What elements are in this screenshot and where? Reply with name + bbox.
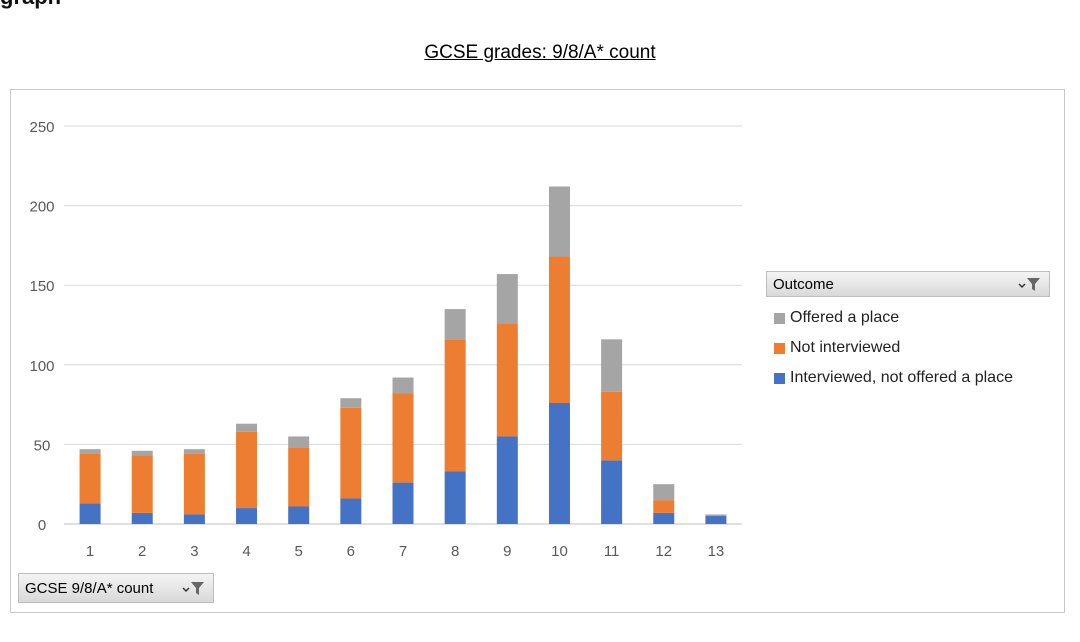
bar-segment (79, 503, 101, 524)
y-tick-label: 0 (38, 517, 46, 534)
bar-segment (236, 423, 258, 432)
bar-segment (392, 482, 414, 524)
bar-segment (601, 339, 623, 392)
x-tick-label: 1 (86, 543, 94, 560)
bar-segment (705, 516, 727, 524)
bar-segment (236, 508, 258, 524)
bar-segment (548, 186, 570, 257)
bar-segment (131, 450, 153, 456)
bar-segment (183, 453, 205, 515)
y-tick-label: 200 (29, 199, 54, 216)
bar-segment (288, 506, 310, 524)
bar-segment (705, 514, 727, 517)
bar-segment (131, 455, 153, 513)
x-tick-label: 9 (503, 543, 511, 560)
bar-segment (653, 500, 675, 513)
x-tick-label: 2 (138, 543, 146, 560)
bar-segment (131, 512, 153, 524)
bar-segment (444, 339, 466, 472)
bar-segment (340, 398, 362, 408)
bar-segment (653, 512, 675, 524)
legend-item-offered: Offered a place (766, 309, 1050, 327)
y-axis-ticks: 0 50 100 150 200 250 (29, 119, 54, 534)
bar-segment (653, 484, 675, 501)
bar-segment (548, 403, 570, 524)
bar-segment (183, 514, 205, 524)
chart-area (10, 89, 1065, 613)
x-axis-ticks: 1 2 3 4 5 6 7 8 9 10 11 12 13 (86, 543, 724, 560)
axis-field-button[interactable]: GCSE 9/8/A* count (18, 573, 214, 603)
bar-segment (601, 460, 623, 524)
filter-button[interactable] (1015, 275, 1041, 293)
x-tick-label: 6 (347, 543, 355, 560)
y-tick-label: 50 (34, 437, 51, 454)
legend-swatch (774, 342, 785, 354)
x-tick-label: 8 (451, 543, 459, 560)
x-tick-label: 3 (190, 543, 198, 560)
bar-segment (340, 498, 362, 524)
bar-segment (548, 256, 570, 404)
bar-segment (444, 471, 466, 524)
bar-segment (392, 393, 414, 483)
bar-segment (79, 453, 101, 504)
bar-segment (496, 436, 518, 524)
bar-segment (601, 391, 623, 461)
filter-icon (182, 582, 204, 595)
legend-header-label: Outcome (773, 275, 834, 293)
bar-segment (236, 431, 258, 509)
bar-segment (444, 309, 466, 340)
x-tick-label: 12 (655, 543, 672, 560)
legend-label: Interviewed, not offered a place (790, 369, 1013, 386)
chart-title: GCSE grades: 9/8/A* count (424, 42, 656, 63)
gridlines (64, 125, 742, 525)
x-tick-label: 11 (604, 543, 620, 560)
bar-segment (496, 274, 518, 324)
page-heading-fragment: graph (0, 0, 61, 10)
legend-label: Offered a place (790, 309, 900, 326)
bar-segment (288, 436, 310, 448)
legend: Outcome Offered a place Not interviewed … (766, 271, 1050, 387)
y-tick-label: 150 (29, 278, 54, 295)
x-tick-label: 10 (551, 543, 568, 560)
legend-item-not-interviewed: Not interviewed (766, 339, 1050, 357)
legend-swatch (774, 312, 785, 324)
legend-swatch (774, 372, 785, 384)
x-tick-label: 13 (708, 543, 725, 560)
y-tick-label: 100 (29, 358, 54, 375)
x-tick-label: 4 (242, 543, 250, 560)
filter-icon (1018, 278, 1040, 291)
bars (79, 186, 727, 524)
bar-segment (496, 323, 518, 437)
bar-segment (288, 447, 310, 507)
axis-field-label: GCSE 9/8/A* count (25, 579, 154, 597)
legend-label: Not interviewed (790, 339, 901, 356)
legend-item-interviewed-not-offered: Interviewed, not offered a place (766, 369, 1050, 387)
x-tick-label: 7 (399, 543, 407, 560)
legend-header-outcome[interactable]: Outcome (766, 271, 1050, 297)
bar-segment (183, 449, 205, 454)
bar-segment (392, 377, 414, 394)
y-tick-label: 250 (29, 119, 54, 136)
bar-segment (79, 449, 101, 454)
x-tick-label: 5 (295, 543, 303, 560)
bar-segment (340, 407, 362, 499)
